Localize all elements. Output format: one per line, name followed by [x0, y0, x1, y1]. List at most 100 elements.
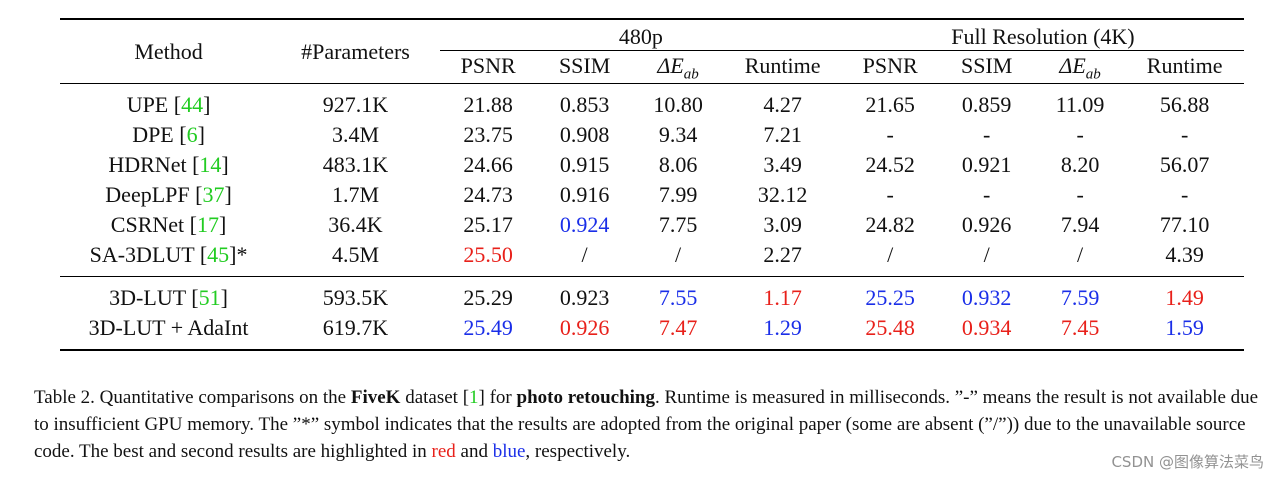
delta-e-480p-cell: 9.34 — [658, 122, 698, 148]
delta-e-full-cell: 7.45 — [1060, 315, 1100, 341]
caption-text-4: . Runtime is measured in milliseconds. ”… — [34, 387, 1259, 462]
caption-citation-link[interactable]: 1 — [469, 387, 479, 408]
header-method: Method — [134, 38, 203, 64]
psnr-480p-cell: 25.50 — [463, 242, 513, 268]
runtime-full-cell: - — [1181, 182, 1189, 208]
ssim-full-cell: 0.932 — [961, 285, 1012, 311]
method-name: HDRNet — [108, 152, 187, 178]
table-row: CSRNet [17] 36.4K 25.17 0.924 7.75 3.09 24.82 0… — [60, 210, 1244, 240]
params-cell: 4.5M — [331, 242, 380, 268]
runtime-full-cell: 4.39 — [1165, 242, 1204, 268]
header-runtime-full: Runtime — [1146, 53, 1223, 78]
citation-link[interactable]: 14 — [199, 152, 222, 178]
ssim-480p-cell: 0.908 — [559, 122, 610, 148]
method-name: DeepLPF — [105, 182, 190, 208]
psnr-full-cell: / — [887, 242, 894, 268]
ssim-480p-cell: 0.924 — [559, 212, 610, 238]
caption-bold-dataset: FiveK — [350, 387, 401, 408]
table-caption: Table 2. Quantitative comparisons on the… — [34, 384, 1274, 465]
ssim-480p-cell: 0.916 — [559, 182, 610, 208]
delta-e-480p-cell: 10.80 — [653, 92, 703, 118]
method-name: DPE — [132, 122, 174, 148]
method-name: 3D-LUT — [109, 285, 186, 311]
citation-link[interactable]: 44 — [181, 92, 204, 118]
runtime-full-cell: 56.07 — [1159, 152, 1210, 178]
delta-e-full-cell: 11.09 — [1055, 92, 1105, 118]
runtime-480p-cell: 32.12 — [757, 182, 808, 208]
ssim-480p-cell: 0.915 — [559, 152, 610, 178]
method-cell: DeepLPF [37] — [105, 182, 232, 208]
caption-bold-task: photo retouching — [516, 387, 655, 408]
table-row: UPE [44] 927.1K 21.88 0.853 10.80 4.27 21.65 0.… — [60, 90, 1244, 120]
method-name: 3D-LUT + AdaInt — [88, 315, 249, 341]
method-name: SA-3DLUT — [89, 242, 195, 268]
params-cell: 1.7M — [331, 182, 380, 208]
header-group-full-res: Full Resolution (4K) — [841, 20, 1244, 51]
table-row: DeepLPF [37] 1.7M 24.73 0.916 7.99 32.12 - - - - — [60, 180, 1244, 210]
ssim-480p-cell: / — [581, 242, 588, 268]
psnr-480p-cell: 24.73 — [463, 182, 513, 208]
table-row: HDRNet [14] 483.1K 24.66 0.915 8.06 3.49 24.52… — [60, 150, 1244, 180]
table-group-baselines: UPE [44] 927.1K 21.88 0.853 10.80 4.27 21.65 0.… — [60, 90, 1244, 270]
header-de-full: ΔEab — [1059, 53, 1101, 83]
citation-link[interactable]: 37 — [202, 182, 225, 208]
delta-e-full-cell: 8.20 — [1060, 152, 1100, 178]
runtime-full-cell: 1.59 — [1165, 315, 1204, 341]
psnr-480p-cell: 25.17 — [463, 212, 513, 238]
citation-link[interactable]: 17 — [196, 212, 219, 238]
psnr-full-cell: 25.25 — [865, 285, 915, 311]
method-cell: DPE [6] — [132, 122, 205, 148]
method-cell: 3D-LUT [51] — [109, 285, 228, 311]
method-cell: 3D-LUT + AdaInt — [60, 313, 277, 343]
psnr-480p-cell: 23.75 — [463, 122, 513, 148]
psnr-480p-cell: 25.29 — [463, 285, 513, 311]
table-group-ours: 3D-LUT [51] 593.5K 25.29 0.923 7.55 1.17 25.25… — [60, 283, 1244, 343]
header-ssim-480p: SSIM — [558, 53, 611, 78]
citation-link[interactable]: 45 — [207, 242, 230, 268]
runtime-480p-cell: 3.09 — [763, 212, 802, 238]
delta-e-full-cell: - — [1076, 122, 1084, 148]
delta-e-480p-cell: 7.47 — [658, 315, 698, 341]
method-cell: SA-3DLUT [45]* — [89, 242, 248, 268]
ssim-full-cell: 0.926 — [961, 212, 1012, 238]
delta-e-480p-cell: 7.75 — [658, 212, 698, 238]
psnr-full-cell: 24.52 — [865, 152, 915, 178]
method-cell: CSRNet [17] — [110, 212, 227, 238]
delta-e-full-cell: / — [1077, 242, 1084, 268]
table-row: DPE [6] 3.4M 23.75 0.908 9.34 7.21 - - - - — [60, 120, 1244, 150]
citation-link[interactable]: 51 — [198, 285, 221, 311]
watermark: CSDN @图像算法菜鸟 — [1111, 453, 1264, 471]
ssim-full-cell: 0.859 — [961, 92, 1012, 118]
runtime-full-cell: - — [1181, 122, 1189, 148]
caption-text-and: and — [455, 441, 493, 462]
citation-link[interactable]: 6 — [186, 122, 198, 148]
ssim-full-cell: 0.934 — [961, 315, 1012, 341]
caption-blue-word: blue — [492, 441, 526, 462]
header-psnr-480p: PSNR — [460, 53, 516, 78]
caption-text-2: dataset [ — [400, 387, 470, 408]
table-row: SA-3DLUT [45]* 4.5M 25.50 / / 2.27 / / / 4.39 — [60, 240, 1244, 270]
ssim-full-cell: / — [983, 242, 990, 268]
runtime-480p-cell: 1.17 — [763, 285, 802, 311]
psnr-full-cell: 25.48 — [865, 315, 915, 341]
header-params: #Parameters — [301, 38, 410, 64]
params-cell: 36.4K — [328, 212, 383, 238]
method-cell: HDRNet [14] — [108, 152, 229, 178]
psnr-480p-cell: 25.49 — [463, 315, 513, 341]
ssim-480p-cell: 0.853 — [559, 92, 610, 118]
params-cell: 593.5K — [322, 285, 389, 311]
runtime-480p-cell: 1.29 — [763, 315, 802, 341]
runtime-480p-cell: 4.27 — [763, 92, 802, 118]
params-cell: 483.1K — [322, 152, 389, 178]
header-ssim-full: SSIM — [960, 53, 1013, 78]
psnr-480p-cell: 24.66 — [463, 152, 513, 178]
delta-e-480p-cell: 8.06 — [658, 152, 698, 178]
table-row: 3D-LUT [51] 593.5K 25.29 0.923 7.55 1.17 25.25… — [60, 283, 1244, 313]
header-runtime-480p: Runtime — [744, 53, 821, 78]
caption-text-3: ] for — [478, 387, 517, 408]
params-cell: 927.1K — [322, 92, 389, 118]
delta-e-full-cell: 7.59 — [1060, 285, 1100, 311]
ssim-480p-cell: 0.923 — [559, 285, 610, 311]
runtime-480p-cell: 7.21 — [763, 122, 802, 148]
header-de-480p: ΔEab — [657, 53, 699, 83]
